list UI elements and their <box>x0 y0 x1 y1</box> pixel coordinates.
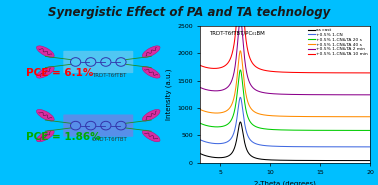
+0.5% 1-CN <box>198 139 203 141</box>
Line: +0.5% 1-CN&TA 2 min: +0.5% 1-CN&TA 2 min <box>200 18 370 95</box>
+0.5% 1-CN&TA 40 s <box>280 115 285 117</box>
+0.5% 1-CN&TA 20 s <box>279 129 284 131</box>
Y-axis label: Intensity (a.u.): Intensity (a.u.) <box>165 69 172 120</box>
+0.5% 1-CN <box>364 146 369 148</box>
Text: Synergistic Effect of PA and TA technology: Synergistic Effect of PA and TA technolo… <box>48 6 330 18</box>
+0.5% 1-CN&TA 10 min <box>198 64 203 67</box>
+0.5% 1-CN <box>368 146 373 148</box>
FancyBboxPatch shape <box>64 115 133 137</box>
+0.5% 1-CN&TA 2 min <box>338 94 342 96</box>
+0.5% 1-CN&TA 2 min <box>364 94 369 96</box>
Line: +0.5% 1-CN&TA 20 s: +0.5% 1-CN&TA 20 s <box>200 70 370 130</box>
+0.5% 1-CN&TA 10 min <box>368 72 373 74</box>
FancyBboxPatch shape <box>64 51 133 73</box>
+0.5% 1-CN&TA 20 s <box>364 129 369 132</box>
+0.5% 1-CN&TA 20 s <box>238 69 243 71</box>
+0.5% 1-CN&TA 2 min <box>280 93 285 95</box>
+0.5% 1-CN&TA 40 s <box>368 116 373 118</box>
+0.5% 1-CN&TA 40 s <box>198 108 203 111</box>
Ellipse shape <box>37 130 54 142</box>
Ellipse shape <box>143 110 160 121</box>
as cast <box>338 159 342 162</box>
+0.5% 1-CN&TA 20 s <box>338 129 342 132</box>
+0.5% 1-CN&TA 40 s <box>290 115 295 117</box>
as cast <box>290 159 295 162</box>
as cast <box>238 121 243 123</box>
+0.5% 1-CN&TA 10 min <box>290 71 295 73</box>
Ellipse shape <box>143 46 160 58</box>
+0.5% 1-CN&TA 10 min <box>280 71 285 73</box>
Ellipse shape <box>37 66 54 78</box>
as cast <box>280 159 285 161</box>
as cast <box>279 159 284 161</box>
Ellipse shape <box>37 46 54 58</box>
as cast <box>364 159 369 162</box>
+0.5% 1-CN&TA 40 s <box>279 115 284 117</box>
+0.5% 1-CN&TA 10 min <box>300 71 304 74</box>
Line: +0.5% 1-CN&TA 40 s: +0.5% 1-CN&TA 40 s <box>200 51 370 117</box>
Ellipse shape <box>37 110 54 121</box>
+0.5% 1-CN&TA 40 s <box>238 50 243 52</box>
Ellipse shape <box>143 130 160 142</box>
Line: +0.5% 1-CN: +0.5% 1-CN <box>200 97 370 147</box>
Line: +0.5% 1-CN&TA 10 min: +0.5% 1-CN&TA 10 min <box>200 0 370 73</box>
+0.5% 1-CN&TA 20 s <box>300 129 304 131</box>
+0.5% 1-CN <box>279 145 284 148</box>
Ellipse shape <box>143 66 160 78</box>
as cast <box>300 159 304 162</box>
+0.5% 1-CN&TA 40 s <box>300 115 304 118</box>
as cast <box>368 159 373 162</box>
Legend: as cast, +0.5% 1-CN, +0.5% 1-CN&TA 20 s, +0.5% 1-CN&TA 40 s, +0.5% 1-CN&TA 2 min: as cast, +0.5% 1-CN, +0.5% 1-CN&TA 20 s,… <box>308 28 368 56</box>
+0.5% 1-CN&TA 40 s <box>338 116 342 118</box>
+0.5% 1-CN&TA 2 min <box>198 86 203 89</box>
+0.5% 1-CN <box>290 146 295 148</box>
+0.5% 1-CN&TA 20 s <box>290 129 295 131</box>
+0.5% 1-CN&TA 2 min <box>279 93 284 95</box>
+0.5% 1-CN&TA 2 min <box>238 17 243 19</box>
+0.5% 1-CN&TA 2 min <box>300 93 304 96</box>
Text: TRDT-T6fTBT: TRDT-T6fTBT <box>93 73 127 78</box>
+0.5% 1-CN&TA 2 min <box>290 93 295 96</box>
Text: PCE = 1.86%: PCE = 1.86% <box>26 132 101 142</box>
+0.5% 1-CN <box>280 145 285 148</box>
Text: TRDT-T6fTBT/PC₆₁BM: TRDT-T6fTBT/PC₆₁BM <box>209 30 265 35</box>
X-axis label: 2-Theta (degrees): 2-Theta (degrees) <box>254 181 316 185</box>
+0.5% 1-CN&TA 20 s <box>280 129 285 131</box>
+0.5% 1-CN <box>338 146 342 148</box>
Line: as cast: as cast <box>200 122 370 161</box>
+0.5% 1-CN&TA 20 s <box>368 129 373 132</box>
+0.5% 1-CN&TA 2 min <box>368 94 373 96</box>
+0.5% 1-CN&TA 40 s <box>364 116 369 118</box>
+0.5% 1-CN <box>300 146 304 148</box>
+0.5% 1-CN&TA 10 min <box>338 72 342 74</box>
+0.5% 1-CN <box>238 96 243 98</box>
Text: OHDT-T6fTBT: OHDT-T6fTBT <box>92 137 127 142</box>
+0.5% 1-CN&TA 20 s <box>198 122 203 125</box>
Text: PCE = 6.1%: PCE = 6.1% <box>26 68 94 78</box>
+0.5% 1-CN&TA 10 min <box>364 72 369 74</box>
as cast <box>198 153 203 155</box>
+0.5% 1-CN&TA 10 min <box>279 71 284 73</box>
